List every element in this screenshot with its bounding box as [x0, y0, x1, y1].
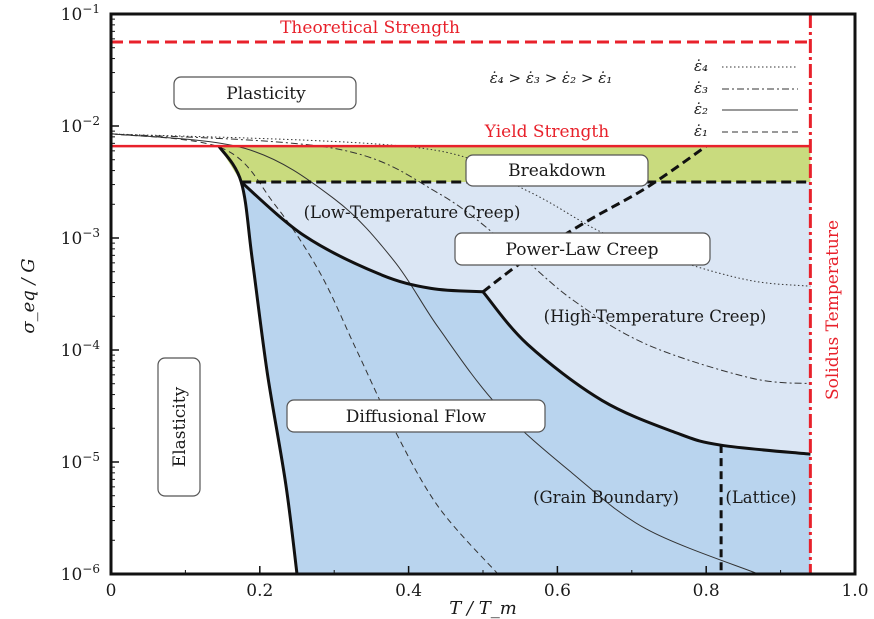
elastic-boundary-line [217, 145, 299, 574]
legend-label-e1: ε̇₁ [694, 122, 708, 140]
strain-rate-legend: ε̇₄ ε̇₃ ε̇₂ ε̇₁ [694, 57, 798, 140]
solidus-temperature-label: Solidus Temperature [823, 220, 843, 400]
x-tick-label: 0.4 [395, 581, 422, 601]
y-tick-label: 10−4 [61, 338, 101, 361]
high-temperature-creep-label: (High-Temperature Creep) [544, 307, 767, 326]
plasticity-box: Plasticity [173, 76, 357, 110]
low-temp-creep-boundary-line [240, 180, 484, 294]
elasticity-box: Elasticity [157, 357, 201, 497]
y-tick-label: 10−5 [61, 450, 100, 473]
x-tick-label: 0.6 [544, 581, 571, 601]
svg-text:Elasticity: Elasticity [170, 386, 190, 467]
y-axis-title: σ_eq / G [18, 258, 39, 333]
power-law-creep-box: Power-Law Creep [454, 232, 711, 266]
svg-text:Diffusional Flow: Diffusional Flow [346, 407, 487, 427]
grain-boundary-label: (Grain Boundary) [533, 488, 679, 507]
y-axis-ticks: 10−6 10−5 10−4 10−3 10−2 10−1 [61, 2, 119, 585]
x-axis-ticks: 0 0.2 0.4 0.6 0.8 1.0 [106, 566, 869, 601]
strain-rate-inequality: ε̇₄ > ε̇₃ > ε̇₂ > ε̇₁ [490, 69, 613, 87]
x-tick-label: 1.0 [841, 581, 868, 601]
low-temperature-creep-label: (Low-Temperature Creep) [304, 203, 521, 222]
svg-text:Plasticity: Plasticity [226, 84, 306, 104]
breakdown-box: Breakdown [465, 154, 649, 187]
svg-text:Breakdown: Breakdown [508, 161, 606, 181]
lattice-label: (Lattice) [725, 488, 796, 507]
y-tick-label: 10−2 [61, 114, 100, 137]
legend-label-e4: ε̇₄ [694, 57, 708, 75]
diffusional-flow-region [241, 182, 811, 574]
x-axis-title: T / T_m [449, 598, 517, 619]
strain-rate-contour-e2 [111, 133, 759, 574]
yield-strength-label: Yield Strength [484, 122, 609, 142]
y-tick-label: 10−1 [61, 2, 100, 25]
y-tick-label: 10−6 [61, 562, 100, 585]
strain-rate-contour-e1 [111, 133, 499, 574]
power-law-split-line [482, 144, 708, 293]
diffusional-flow-box: Diffusional Flow [286, 399, 546, 433]
theoretical-strength-label: Theoretical Strength [280, 18, 460, 38]
x-tick-label: 0.8 [693, 581, 720, 601]
legend-label-e2: ε̇₂ [694, 100, 708, 118]
svg-text:Power-Law Creep: Power-Law Creep [506, 240, 659, 260]
x-tick-label: 0 [106, 581, 117, 601]
y-tick-label: 10−3 [61, 226, 100, 249]
x-tick-label: 0.2 [246, 581, 273, 601]
legend-label-e3: ε̇₃ [694, 79, 708, 97]
strain-rate-contour-e4 [111, 133, 811, 287]
high-temp-creep-boundary-line [481, 290, 811, 456]
